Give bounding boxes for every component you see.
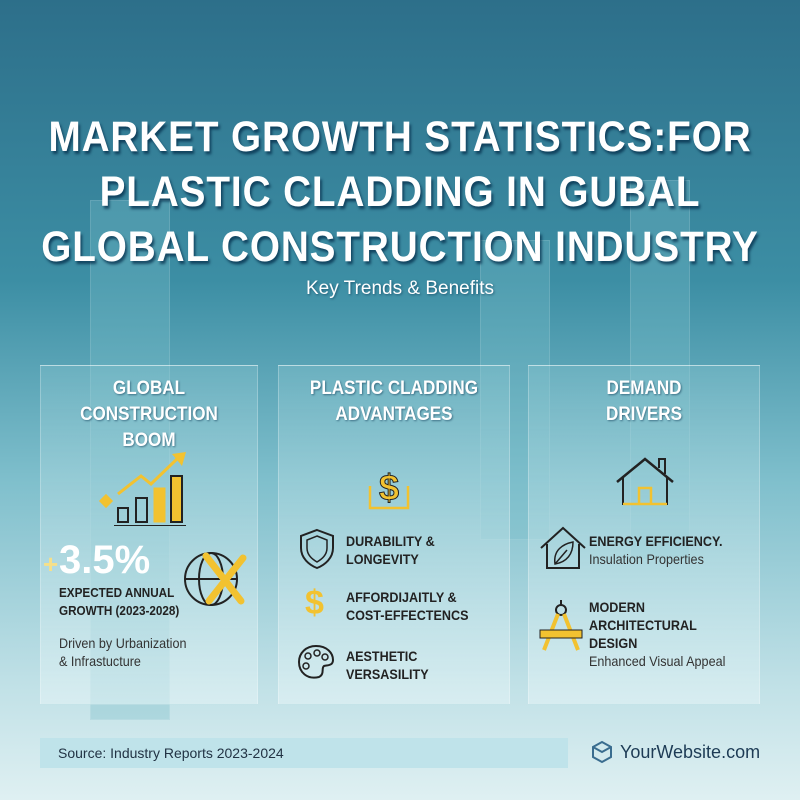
shield-icon — [300, 528, 334, 570]
svg-text:$: $ — [379, 467, 399, 508]
compass-ruler-icon — [539, 600, 583, 651]
source-bar: Source: Industry Reports 2023-2024 — [40, 738, 568, 768]
growth-note: Driven by Urbanization & Infrastucture — [59, 635, 187, 669]
growth-stat: 3.5% — [59, 538, 151, 582]
page-title: MARKET GROWTH STATISTICS:FOR PLASTIC CLA… — [0, 110, 800, 275]
palette-icon — [297, 644, 335, 679]
website-logo[interactable]: YourWebsite.com — [590, 740, 760, 764]
website-link[interactable]: YourWebsite.com — [620, 741, 761, 762]
eco-house-icon — [540, 526, 586, 569]
house-icon — [616, 457, 674, 506]
card-demand-drivers: DEMAND DRIVERS ENERGY EFFICIENCY. Insulat… — [528, 365, 760, 705]
card-heading: PLASTIC CLADDING ADVANTAGES — [309, 378, 479, 425]
subtitle: Key Trends & Benefits — [306, 278, 494, 299]
globe-tools-icon — [184, 552, 247, 606]
card-global-construction-boom: GLOBAL CONSTRUCTION BOOM + 3.5% EXPECTED … — [40, 365, 258, 705]
advantage-aesthetic: AESTHETIC VERSASILITY — [346, 648, 429, 682]
title-line: GLOBAL CONSTRUCTION INDUSTRY — [41, 223, 759, 271]
advantage-affordability: AFFORDIJAITLY & COST-EFFECTENCS — [346, 589, 469, 623]
stat-label: EXPECTED ANNUAL GROWTH (2023-2028) — [59, 585, 180, 618]
dollar-growth-icon: $ — [368, 467, 410, 510]
card-plastic-cladding-advantages: PLASTIC CLADDING ADVANTAGES $ DURABILITY … — [278, 365, 510, 705]
advantage-durability: DURABILITY & LONGEVITY — [346, 533, 435, 567]
card-heading: DEMAND DRIVERS — [605, 378, 683, 425]
stat-plus: + — [43, 549, 59, 579]
bar-chart-growth-icon — [98, 452, 186, 526]
dollar-icon: $ — [305, 584, 324, 622]
cube-logo-icon — [592, 740, 612, 764]
title-line: PLASTIC CLADDING IN GUBAL — [99, 168, 701, 216]
card-heading: GLOBAL CONSTRUCTION BOOM — [80, 378, 218, 451]
driver-architectural-design: MODERN ARCHITECTURAL DESIGN Enhanced Vis… — [589, 599, 726, 669]
driver-energy-efficiency: ENERGY EFFICIENCY. Insulation Properties — [589, 533, 723, 567]
title-line: MARKET GROWTH STATISTICS:FOR — [48, 113, 752, 161]
